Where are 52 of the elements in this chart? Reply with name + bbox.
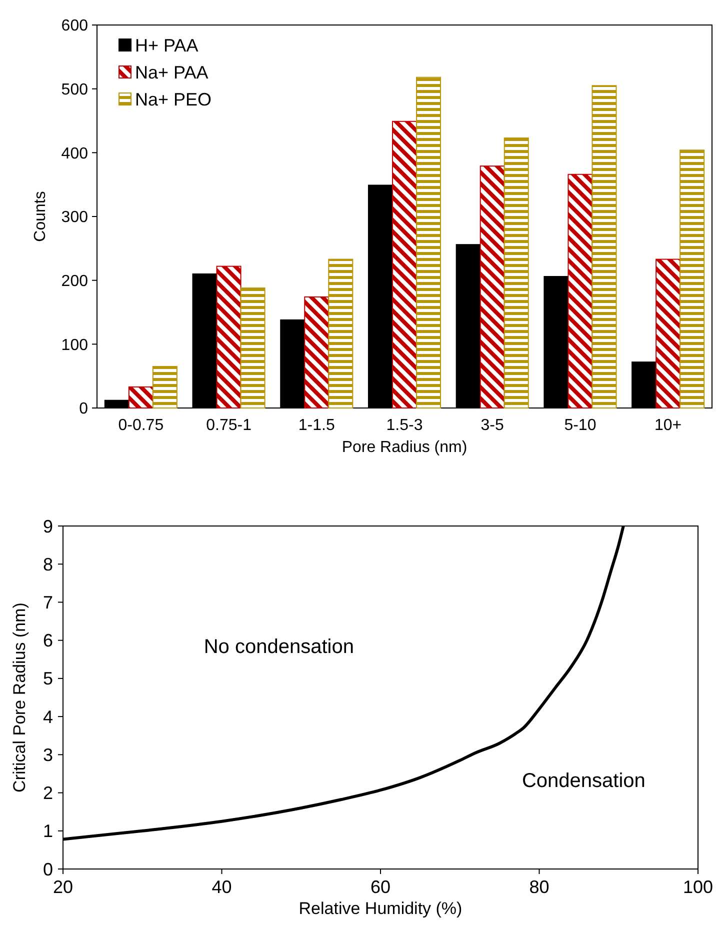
bar xyxy=(480,166,505,408)
y-tick-label: 300 xyxy=(61,209,88,226)
x-tick-label: 60 xyxy=(370,877,391,897)
annotation: Condensation xyxy=(522,770,646,792)
bar xyxy=(328,258,354,408)
x-axis-title: Pore Radius (nm) xyxy=(342,439,468,456)
x-tick-label: 5-10 xyxy=(564,417,596,434)
y-tick-label: 0 xyxy=(79,400,88,418)
y-tick-label: 4 xyxy=(42,706,53,727)
y-tick-label: 9 xyxy=(42,516,53,536)
bar xyxy=(152,366,178,408)
y-tick-label: 1 xyxy=(42,821,53,842)
bar xyxy=(568,174,593,408)
bar xyxy=(416,76,442,408)
y-tick-label: 7 xyxy=(42,592,53,613)
y-tick-label: 8 xyxy=(42,554,53,574)
y-tick-label: 100 xyxy=(61,336,88,354)
x-tick-label: 100 xyxy=(682,877,714,897)
bar xyxy=(216,266,242,408)
y-tick-label: 400 xyxy=(61,145,88,162)
x-tick-label: 80 xyxy=(529,877,550,897)
bar xyxy=(304,296,330,408)
bar xyxy=(592,85,617,408)
x-tick-label: 0-0.75 xyxy=(118,417,164,434)
bar xyxy=(656,258,681,408)
legend-label: H+ PAA xyxy=(135,35,198,56)
y-axis-title: Counts xyxy=(32,191,49,242)
x-tick-label: 10+ xyxy=(654,417,682,434)
x-tick-label: 40 xyxy=(212,877,232,897)
x-tick-label: 20 xyxy=(52,877,74,897)
x-tick-label: 0.75-1 xyxy=(206,417,252,434)
y-tick-label: 0 xyxy=(42,859,53,880)
bar xyxy=(128,386,154,408)
bar xyxy=(240,287,266,408)
legend-label: Na+ PEO xyxy=(135,89,212,110)
y-tick-label: 2 xyxy=(42,783,53,804)
y-axis-title: Critical Pore Radius (nm) xyxy=(10,602,29,792)
y-tick-label: 6 xyxy=(42,630,53,651)
bar xyxy=(392,120,418,408)
y-tick-label: 200 xyxy=(61,272,88,290)
bar xyxy=(504,137,529,408)
y-tick-label: 5 xyxy=(42,668,53,689)
bar xyxy=(680,150,705,408)
x-axis-title: Relative Humidity (%) xyxy=(298,899,462,918)
x-tick-label: 3-5 xyxy=(480,417,504,434)
legend-label: Na+ PAA xyxy=(135,62,208,82)
annotation: No condensation xyxy=(204,636,354,658)
y-tick-label: 600 xyxy=(61,18,88,35)
y-tick-label: 3 xyxy=(42,744,53,765)
x-tick-label: 1-1.5 xyxy=(298,417,335,434)
y-tick-label: 500 xyxy=(61,81,88,98)
x-tick-label: 1.5-3 xyxy=(386,417,423,434)
